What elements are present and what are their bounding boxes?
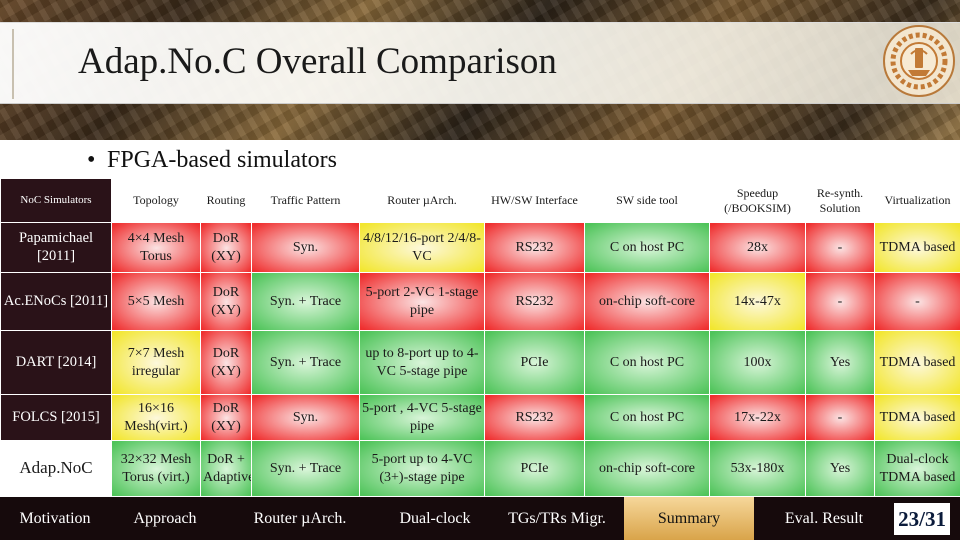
table-row: DART [2014] 7×7 Mesh irregular DoR (XY) … xyxy=(0,330,960,395)
cell-interface: RS232 xyxy=(484,272,585,331)
cell-name: Ac.ENoCs [2011] xyxy=(0,272,112,331)
cell-topology: 4×4 Mesh Torus xyxy=(111,222,201,273)
cell-routing: DoR + Adaptive xyxy=(200,440,252,497)
cell-sw-tool: on-chip soft-core xyxy=(584,440,710,497)
cell-topology: 16×16 Mesh(virt.) xyxy=(111,394,201,441)
col-header-interface: HW/SW Interface xyxy=(484,178,585,223)
cell-speedup: 100x xyxy=(709,330,806,395)
cell-sw-tool: C on host PC xyxy=(584,330,710,395)
slide-header: Adap.No.C Overall Comparison xyxy=(0,0,960,140)
cell-speedup: 53x-180x xyxy=(709,440,806,497)
nav-item-summary[interactable]: Summary xyxy=(624,497,754,540)
cell-name: FOLCS [2015] xyxy=(0,394,112,441)
cell-name: Adap.NoC xyxy=(0,440,112,497)
nav-item-approach[interactable]: Approach xyxy=(133,509,197,527)
nav-item-router-arch[interactable]: Router µArch. xyxy=(253,509,347,527)
cell-resynth: - xyxy=(805,272,875,331)
cell-virtualization: Dual-clock TDMA based xyxy=(874,440,960,497)
nav-item-tgs-trs-migr[interactable]: TGs/TRs Migr. xyxy=(508,509,606,527)
bullet-point: • FPGA-based simulators xyxy=(87,147,337,174)
cell-virtualization: TDMA based xyxy=(874,222,960,273)
cell-virtualization: TDMA based xyxy=(874,394,960,441)
table-row: Ac.ENoCs [2011] 5×5 Mesh DoR (XY) Syn. +… xyxy=(0,272,960,331)
cell-sw-tool: on-chip soft-core xyxy=(584,272,710,331)
bullet-marker: • xyxy=(87,147,96,173)
col-header-virtualization: Virtualization xyxy=(874,178,960,223)
cell-resynth: - xyxy=(805,394,875,441)
cell-traffic: Syn. + Trace xyxy=(251,440,360,497)
section-nav-bar: Motivation Approach Router µArch. Dual-c… xyxy=(0,497,960,540)
cell-topology: 5×5 Mesh xyxy=(111,272,201,331)
comparison-table: NoC Simulators Topology Routing Traffic … xyxy=(0,178,960,497)
cell-router: up to 8-port up to 4-VC 5-stage pipe xyxy=(359,330,485,395)
cell-interface: RS232 xyxy=(484,394,585,441)
col-header-topology: Topology xyxy=(111,178,201,223)
title-band-edge xyxy=(12,29,14,99)
nav-item-motivation[interactable]: Motivation xyxy=(19,509,91,527)
table-row: Adap.NoC 32×32 Mesh Torus (virt.) DoR + … xyxy=(0,440,960,497)
cell-speedup: 28x xyxy=(709,222,806,273)
cell-router: 4/8/12/16-port 2/4/8-VC xyxy=(359,222,485,273)
cell-resynth: Yes xyxy=(805,330,875,395)
nav-item-eval-result[interactable]: Eval. Result xyxy=(784,509,864,527)
cell-routing: DoR (XY) xyxy=(200,394,252,441)
slide-title: Adap.No.C Overall Comparison xyxy=(78,41,557,82)
cell-traffic: Syn. xyxy=(251,394,360,441)
cell-speedup: 14x-47x xyxy=(709,272,806,331)
col-header-simulators: NoC Simulators xyxy=(0,178,112,223)
col-header-routing: Routing xyxy=(200,178,252,223)
cell-router: 5-port , 4-VC 5-stage pipe xyxy=(359,394,485,441)
cell-virtualization: TDMA based xyxy=(874,330,960,395)
cell-name: DART [2014] xyxy=(0,330,112,395)
cell-router: 5-port 2-VC 1-stage pipe xyxy=(359,272,485,331)
cell-speedup: 17x-22x xyxy=(709,394,806,441)
cell-virtualization: - xyxy=(874,272,960,331)
cell-traffic: Syn. + Trace xyxy=(251,330,360,395)
cell-routing: DoR (XY) xyxy=(200,222,252,273)
table-row: Papamichael [2011] 4×4 Mesh Torus DoR (X… xyxy=(0,222,960,273)
cell-topology: 32×32 Mesh Torus (virt.) xyxy=(111,440,201,497)
nav-item-dual-clock[interactable]: Dual-clock xyxy=(399,509,471,527)
table-row: FOLCS [2015] 16×16 Mesh(virt.) DoR (XY) … xyxy=(0,394,960,441)
cell-interface: PCIe xyxy=(484,440,585,497)
cell-traffic: Syn. + Trace xyxy=(251,272,360,331)
cell-topology: 7×7 Mesh irregular xyxy=(111,330,201,395)
cell-name: Papamichael [2011] xyxy=(0,222,112,273)
bullet-text: FPGA-based simulators xyxy=(107,147,337,173)
col-header-resynth: Re-synth. Solution xyxy=(805,178,875,223)
cell-routing: DoR (XY) xyxy=(200,330,252,395)
cell-traffic: Syn. xyxy=(251,222,360,273)
cell-sw-tool: C on host PC xyxy=(584,394,710,441)
cell-resynth: Yes xyxy=(805,440,875,497)
col-header-router-arch: Router µArch. xyxy=(359,178,485,223)
col-header-speedup: Speedup (/BOOKSIM) xyxy=(709,178,806,223)
cell-interface: RS232 xyxy=(484,222,585,273)
cell-sw-tool: C on host PC xyxy=(584,222,710,273)
page-number: 23/31 xyxy=(894,503,950,535)
cell-routing: DoR (XY) xyxy=(200,272,252,331)
cell-interface: PCIe xyxy=(484,330,585,395)
title-band xyxy=(0,22,960,104)
cell-resynth: - xyxy=(805,222,875,273)
cell-router: 5-port up to 4-VC (3+)-stage pipe xyxy=(359,440,485,497)
col-header-sw-tool: SW side tool xyxy=(584,178,710,223)
table-header-row: NoC Simulators Topology Routing Traffic … xyxy=(0,178,960,223)
col-header-traffic: Traffic Pattern xyxy=(251,178,360,223)
university-seal-icon xyxy=(883,25,955,97)
